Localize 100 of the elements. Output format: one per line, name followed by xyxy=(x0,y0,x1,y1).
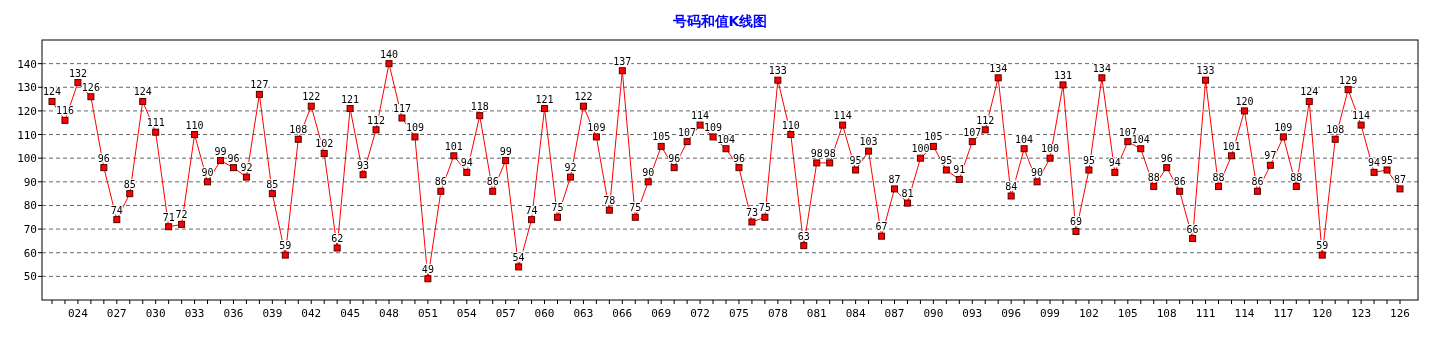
data-label: 133 xyxy=(1196,65,1215,77)
x-tick-label: 072 xyxy=(690,307,711,320)
data-label: 112 xyxy=(976,114,995,126)
data-label: 102 xyxy=(315,138,334,150)
data-label: 101 xyxy=(444,140,463,152)
data-label: 114 xyxy=(1352,110,1371,122)
data-label: 88 xyxy=(1147,171,1160,183)
x-tick-label: 063 xyxy=(573,307,594,320)
data-label: 94 xyxy=(460,157,473,169)
data-label: 109 xyxy=(704,121,723,133)
x-tick-label: 033 xyxy=(184,307,205,320)
data-label: 132 xyxy=(68,67,87,79)
data-label: 54 xyxy=(512,251,525,263)
data-label: 114 xyxy=(833,110,852,122)
y-tick-label: 70 xyxy=(23,223,37,237)
data-label: 117 xyxy=(392,103,411,114)
data-label: 86 xyxy=(486,176,499,188)
data-label: 120 xyxy=(1235,95,1254,107)
data-label: 81 xyxy=(901,188,914,200)
x-tick-label: 066 xyxy=(612,307,633,320)
x-tick-label: 105 xyxy=(1117,307,1138,320)
y-tick-label: 140 xyxy=(17,57,37,71)
data-label: 121 xyxy=(535,93,554,105)
x-tick-label: 078 xyxy=(767,307,788,320)
x-tick-label: 099 xyxy=(1040,307,1060,320)
data-label: 59 xyxy=(279,240,292,252)
data-label: 86 xyxy=(1173,176,1186,188)
data-label: 62 xyxy=(331,233,344,244)
x-tick-label: 096 xyxy=(1001,307,1022,320)
data-label: 95 xyxy=(849,155,862,166)
x-tick-label: 042 xyxy=(301,307,322,320)
data-label: 121 xyxy=(341,93,360,105)
x-tick-label: 039 xyxy=(262,307,283,320)
x-tick-label: 060 xyxy=(534,307,555,320)
x-tick-label: 126 xyxy=(1390,307,1410,320)
data-label: 75 xyxy=(629,202,642,214)
x-tick-label: 030 xyxy=(145,307,166,320)
data-label: 99 xyxy=(214,145,227,157)
data-label: 122 xyxy=(574,91,593,103)
x-tick-label: 048 xyxy=(379,307,399,320)
data-label: 95 xyxy=(940,155,953,166)
data-label: 92 xyxy=(564,162,577,174)
data-label: 75 xyxy=(551,202,564,214)
data-label: 129 xyxy=(1339,74,1358,86)
data-label: 124 xyxy=(133,86,152,98)
data-label: 94 xyxy=(1108,157,1121,169)
data-label: 137 xyxy=(613,55,632,67)
x-tick-label: 054 xyxy=(456,307,478,320)
x-tick-label: 075 xyxy=(729,307,749,320)
data-label: 67 xyxy=(875,221,888,233)
data-label: 88 xyxy=(1212,171,1225,183)
data-label: 96 xyxy=(227,152,240,164)
data-label: 95 xyxy=(1381,155,1394,166)
data-label: 96 xyxy=(732,152,745,164)
data-label: 95 xyxy=(1082,155,1095,166)
data-label: 90 xyxy=(201,166,214,178)
x-tick-label: 081 xyxy=(806,307,827,320)
x-tick-label: 045 xyxy=(340,307,361,320)
data-label: 124 xyxy=(42,86,62,98)
x-tick-label: 024 xyxy=(67,307,89,320)
x-tick-label: 036 xyxy=(223,307,244,320)
data-label: 69 xyxy=(1069,216,1082,228)
data-label: 104 xyxy=(716,133,736,145)
data-label: 110 xyxy=(185,119,204,131)
x-tick-label: 093 xyxy=(962,307,983,320)
data-label: 59 xyxy=(1316,240,1329,252)
data-label: 86 xyxy=(1251,176,1264,188)
x-tick-label: 084 xyxy=(845,307,866,320)
data-label: 107 xyxy=(678,126,697,138)
data-label: 140 xyxy=(379,48,399,60)
data-label: 104 xyxy=(1131,133,1150,145)
x-tick-label: 111 xyxy=(1195,307,1216,320)
data-label: 105 xyxy=(652,131,671,143)
x-tick-label: 090 xyxy=(923,307,944,320)
data-label: 88 xyxy=(1290,171,1303,183)
data-label: 122 xyxy=(302,91,321,103)
data-label: 97 xyxy=(1264,150,1277,162)
data-label: 109 xyxy=(405,121,424,133)
data-label: 71 xyxy=(162,211,175,223)
data-label: 108 xyxy=(289,124,308,136)
y-tick-label: 80 xyxy=(23,199,37,213)
y-tick-label: 50 xyxy=(23,270,37,284)
data-label: 66 xyxy=(1186,223,1199,235)
data-label: 78 xyxy=(603,195,616,207)
data-label: 104 xyxy=(1015,133,1034,145)
data-label: 73 xyxy=(745,207,758,218)
y-tick-label: 60 xyxy=(23,246,37,260)
data-label: 127 xyxy=(250,79,269,91)
data-label: 109 xyxy=(1274,121,1293,133)
data-label: 118 xyxy=(470,100,489,112)
data-label: 63 xyxy=(797,230,810,242)
data-label: 93 xyxy=(357,159,370,171)
data-label: 134 xyxy=(989,62,1008,74)
data-label: 98 xyxy=(823,147,836,159)
y-tick-label: 120 xyxy=(17,104,37,118)
data-label: 131 xyxy=(1053,69,1073,81)
x-tick-label: 117 xyxy=(1273,307,1294,320)
data-label: 101 xyxy=(1222,140,1241,152)
data-label: 109 xyxy=(587,121,606,133)
y-tick-label: 100 xyxy=(17,152,37,166)
